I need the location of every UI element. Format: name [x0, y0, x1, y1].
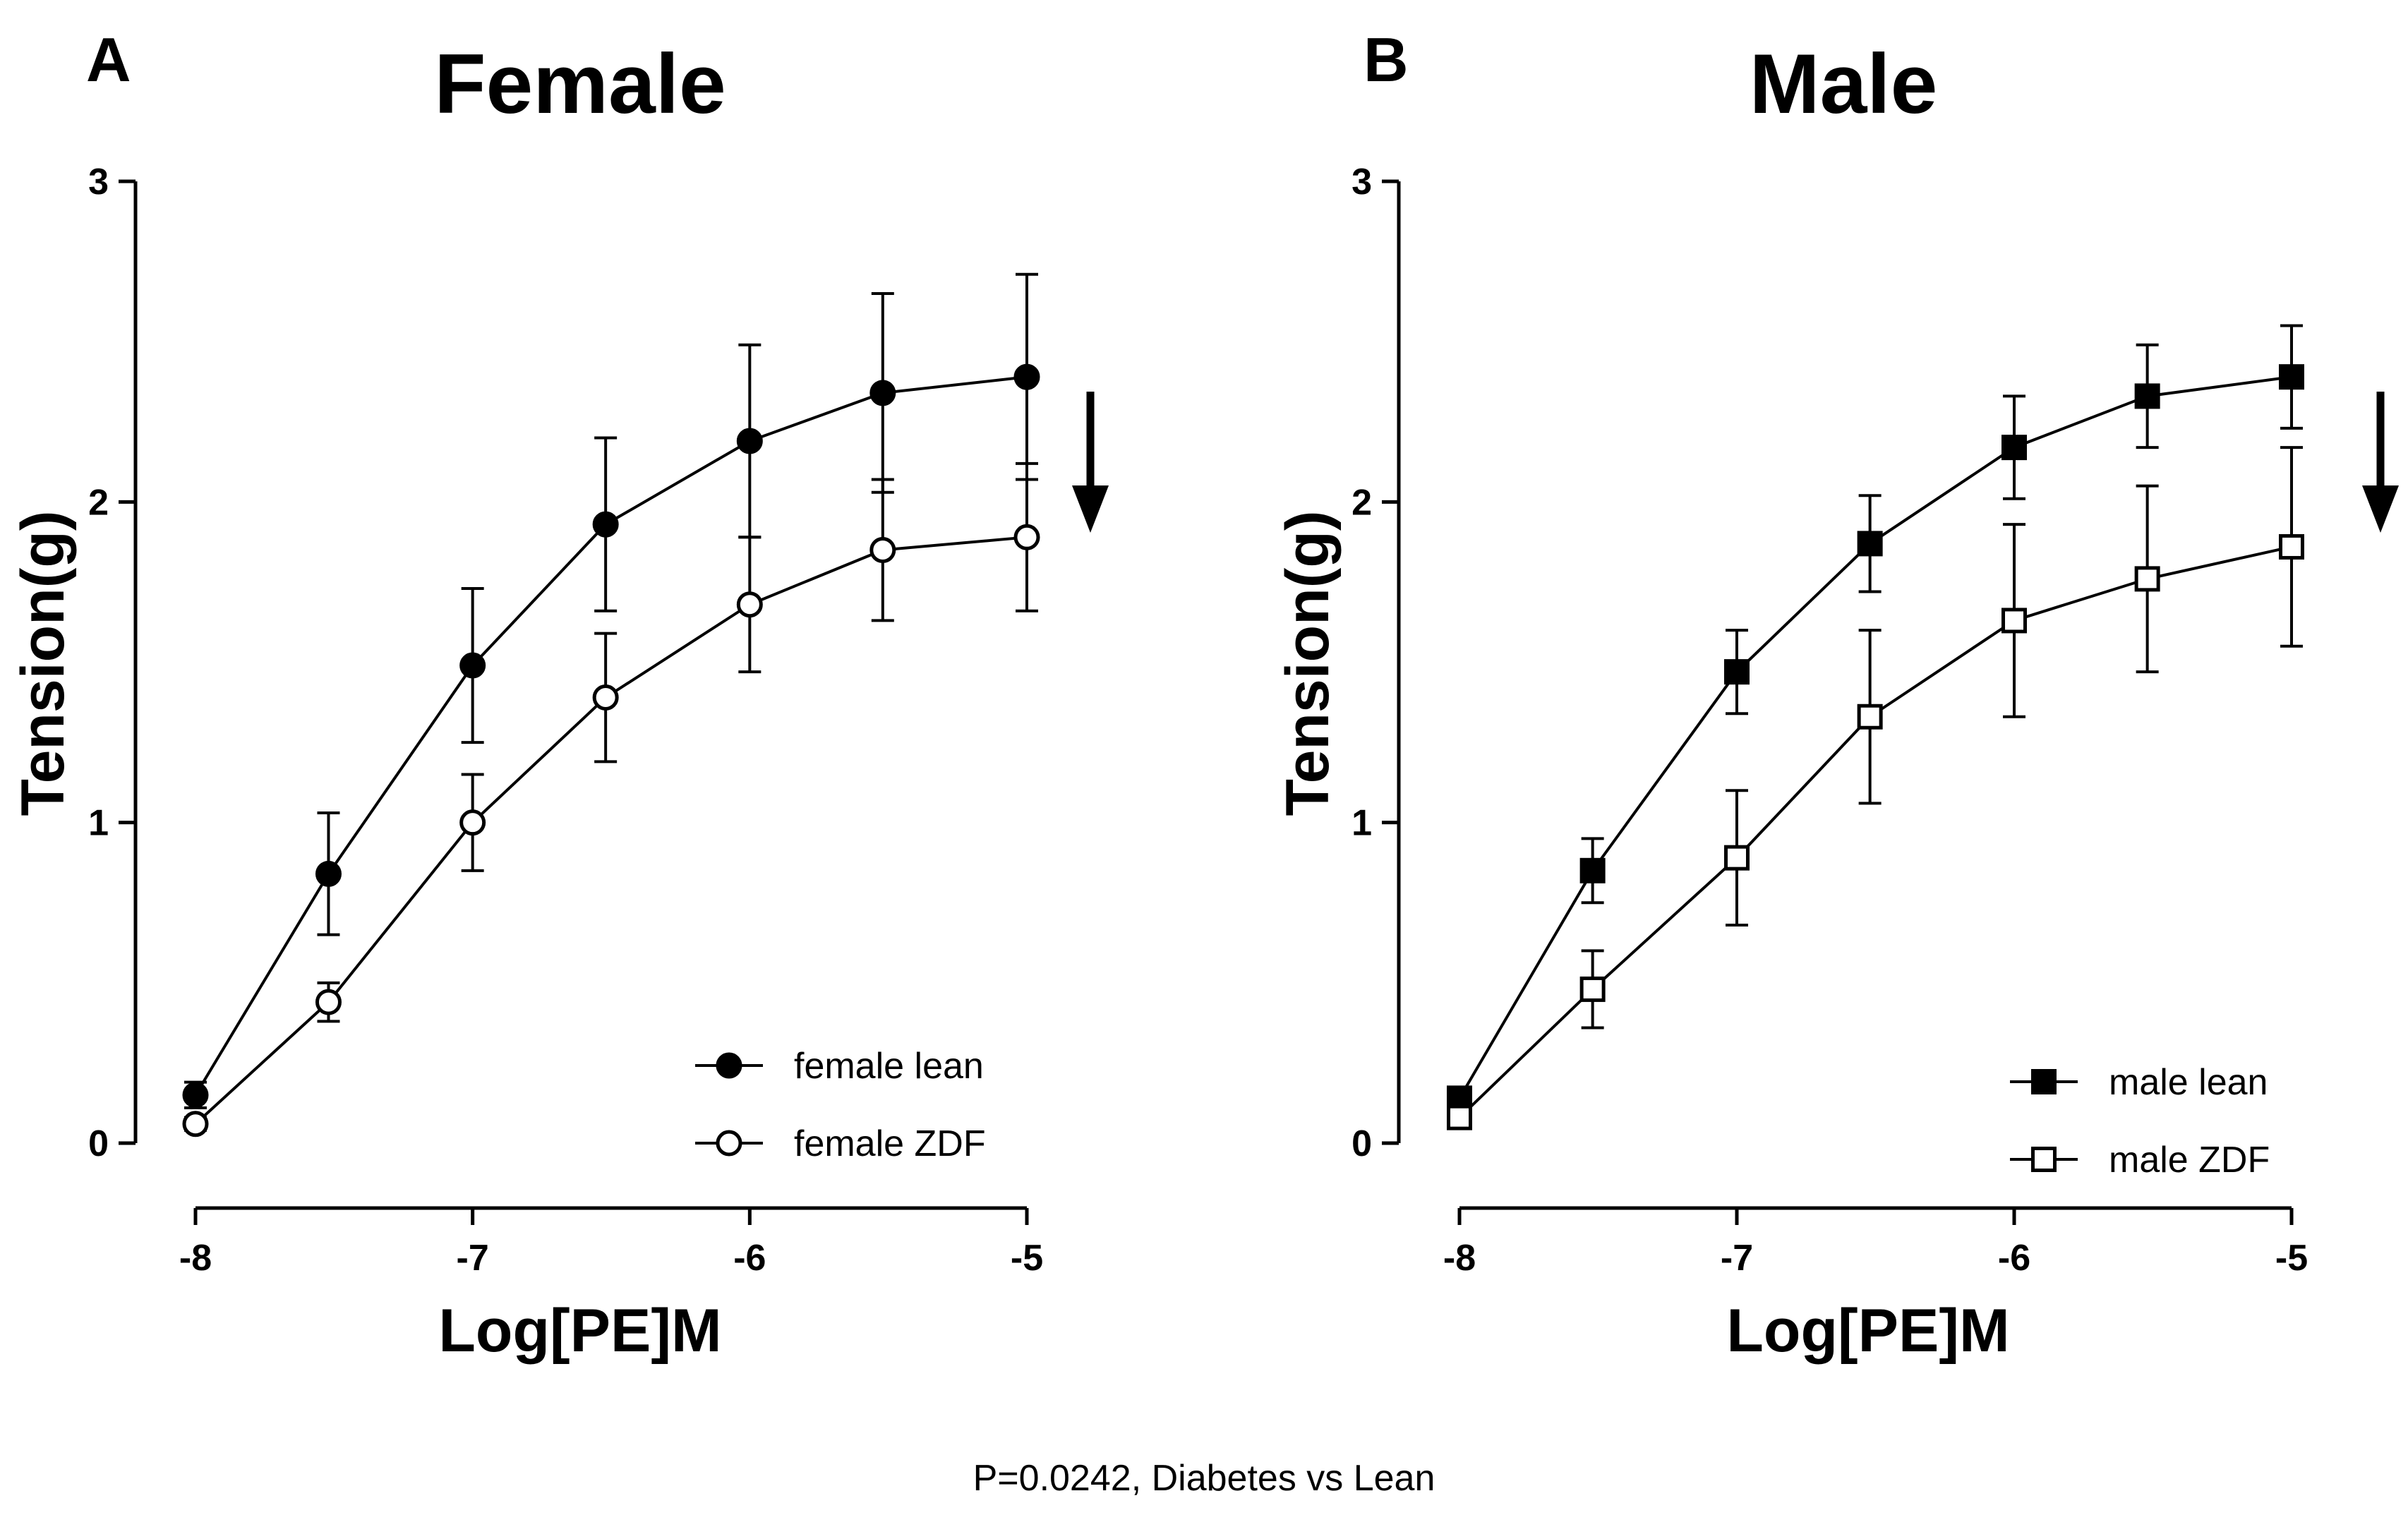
data-point [1579, 976, 1606, 1002]
legend-entry: female lean [695, 1046, 984, 1087]
chart-title: Male [1750, 37, 1938, 131]
series-male-lean [1447, 324, 2304, 1111]
x-tick-label: -5 [2275, 1238, 2308, 1279]
legend-label: male ZDF [2109, 1140, 2270, 1181]
series-male-zdf [1447, 446, 2304, 1130]
y-tick-label: 0 [1352, 1123, 1372, 1164]
data-point [1013, 524, 1040, 550]
legend-entry: male ZDF [2010, 1140, 2270, 1181]
x-tick-label: -7 [1721, 1238, 1753, 1279]
legend-label: male lean [2109, 1062, 2268, 1103]
data-point [2134, 566, 2160, 592]
series-layer [1447, 324, 2304, 1130]
legend-marker [2031, 1147, 2057, 1172]
x-axis-title: Log[PE]M [1726, 1297, 2009, 1365]
legend-label: female lean [794, 1046, 984, 1087]
x-tick-label: -6 [1998, 1238, 2030, 1279]
legend: male lean male ZDF [2010, 1062, 2270, 1181]
data-point [1724, 845, 1750, 871]
y-axis-title: Tension(g) [1274, 510, 1342, 816]
series-line [194, 375, 1028, 1096]
data-point [315, 989, 342, 1015]
y-tick-label: 0 [88, 1123, 109, 1164]
x-tick-label: -8 [1443, 1238, 1476, 1279]
arrow-head [2362, 485, 2399, 533]
data-point [2134, 383, 2160, 409]
y-tick-label: 2 [1352, 482, 1372, 523]
series-line [194, 536, 1028, 1125]
chart-title: Female [434, 37, 726, 131]
legend-entry: male lean [2010, 1062, 2268, 1103]
data-point [736, 591, 763, 618]
down-arrow [1072, 392, 1109, 533]
legend-marker [716, 1130, 742, 1157]
y-tick-label: 3 [88, 162, 109, 203]
y-tick-label: 1 [1352, 803, 1372, 844]
x-tick-label: -7 [457, 1238, 489, 1279]
x-tick-label: -6 [733, 1238, 766, 1279]
data-point [869, 536, 896, 563]
data-point [1857, 704, 1883, 730]
data-point [1579, 857, 1606, 883]
data-point [1724, 659, 1750, 685]
legend-marker [2031, 1069, 2057, 1094]
data-point [1857, 531, 1883, 557]
panel-female: A Female Log[PE]M Tension(g) 0 1 2 3 -8 -7 -6 -… [9, 25, 1109, 1365]
data-point [592, 511, 619, 538]
x-tick-label: -8 [179, 1238, 212, 1279]
data-point [869, 380, 896, 406]
panel-label: B [1363, 25, 1409, 95]
data-point [736, 428, 763, 454]
down-arrow [2362, 392, 2399, 533]
data-point [182, 1111, 209, 1137]
data-point [1447, 1104, 1472, 1130]
y-tick-label: 3 [1352, 162, 1372, 203]
panel-label: A [86, 25, 131, 95]
y-tick-label: 1 [88, 803, 109, 844]
footnote: P=0.0242, Diabetes vs Lean [973, 1458, 1435, 1499]
series-layer [182, 272, 1040, 1137]
axes: 0 1 2 3 -8 -7 -6 -5 [1352, 162, 2308, 1279]
x-axis-title: Log[PE]M [438, 1297, 721, 1365]
y-tick-label: 2 [88, 482, 109, 523]
axes: 0 1 2 3 -8 -7 -6 -5 [88, 162, 1043, 1279]
series-female-zdf [182, 461, 1040, 1137]
data-point [1013, 363, 1040, 390]
legend-marker [716, 1052, 742, 1079]
data-point [2001, 435, 2027, 461]
data-point [592, 684, 619, 711]
data-point [2279, 364, 2304, 390]
data-point [2001, 608, 2027, 634]
data-point [315, 860, 342, 887]
data-point [182, 1082, 209, 1109]
legend-entry: female ZDF [695, 1123, 986, 1164]
x-tick-label: -5 [1011, 1238, 1043, 1279]
y-axis-title: Tension(g) [9, 510, 77, 816]
data-point [459, 652, 486, 679]
legend: female lean female ZDF [695, 1046, 986, 1164]
data-point [459, 809, 486, 836]
legend-label: female ZDF [794, 1123, 986, 1164]
arrow-head [1072, 485, 1109, 533]
series-line [1458, 545, 2292, 1119]
data-point [2279, 533, 2304, 560]
series-female-lean [182, 272, 1040, 1110]
